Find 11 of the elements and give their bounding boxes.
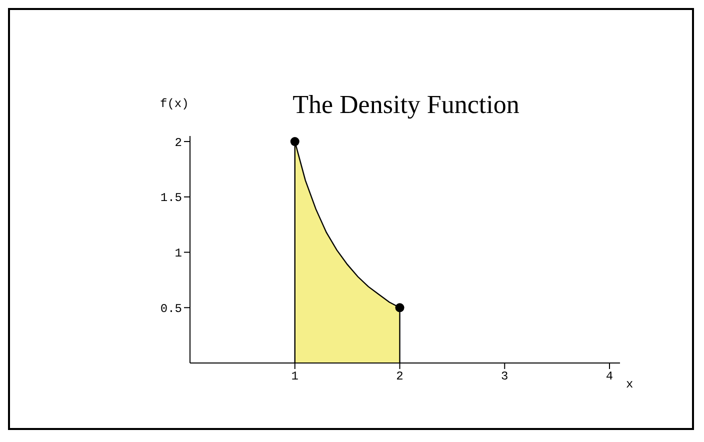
y-axis-title: f(x) [160, 97, 189, 111]
x-tick-label: 1 [291, 370, 298, 384]
x-axis-title: x [626, 377, 634, 392]
x-tick-label: 4 [606, 370, 614, 384]
x-tick-label: 3 [501, 370, 508, 384]
y-tick-label: 2 [174, 136, 182, 150]
chart-title: The Density Function [292, 90, 520, 119]
y-tick-label: 1 [174, 246, 182, 261]
y-tick-label: 1.5 [160, 191, 182, 206]
x-tick-label: 2 [396, 370, 404, 384]
y-tick-label: 0.5 [160, 302, 182, 316]
